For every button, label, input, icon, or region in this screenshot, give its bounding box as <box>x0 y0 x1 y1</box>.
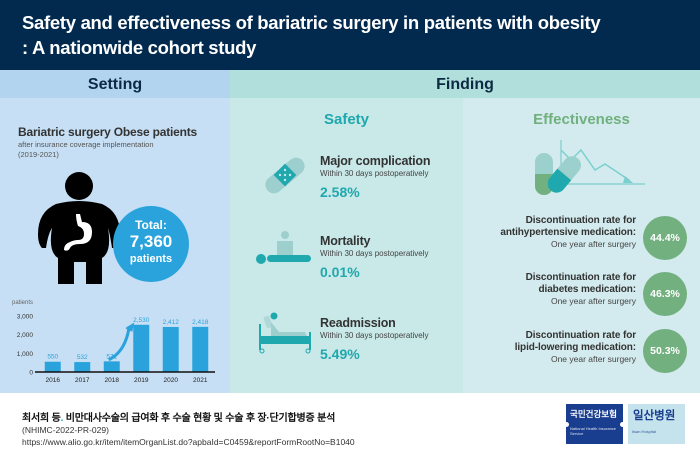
y-tick-label: 0 <box>29 370 33 377</box>
mortality-icon <box>256 231 311 264</box>
effectiveness-item-line1: Discontinuation rate for <box>525 215 636 226</box>
nhis-logo-english: National Health Insurance Service <box>570 426 617 436</box>
bar-value-label: 550 <box>47 354 58 361</box>
safety-item-mortality: Mortality Within 30 days postoperatively… <box>320 234 458 280</box>
logo-notch <box>620 422 625 427</box>
y-tick-label: 2,000 <box>17 332 34 339</box>
total-patients-badge: Total: 7,360 patients <box>113 206 189 282</box>
report-id: (NHIMC-2022-PR-029) <box>22 425 109 435</box>
setting-period: (2019-2021) <box>18 150 59 159</box>
effectiveness-item-diabetes: Discontinuation rate for diabetes medica… <box>468 272 636 307</box>
bar-2019 <box>133 324 150 372</box>
total-unit: patients <box>129 253 173 265</box>
total-label: Total: <box>135 218 167 232</box>
bar-value-label: 532 <box>77 354 88 361</box>
x-tick-label: 2021 <box>193 377 208 383</box>
setting-panel: Bariatric surgery Obese patients after i… <box>0 98 230 393</box>
effectiveness-item-lipid: Discontinuation rate for lipid-lowering … <box>468 330 636 365</box>
hospital-bed-icon <box>259 312 311 354</box>
effectiveness-item-line3: One year after surgery <box>550 296 636 306</box>
effectiveness-item-line1: Discontinuation rate for <box>525 330 636 341</box>
effectiveness-value-badge: 44.4% <box>643 216 687 260</box>
safety-item-major-complication: Major complication Within 30 days postop… <box>320 154 458 200</box>
footer-citation: 최서희 등. 비만대사수술의 급여화 후 수술 현황 및 수술 후 장·단기합병… <box>22 409 552 448</box>
x-tick-label: 2019 <box>134 377 149 383</box>
effectiveness-item-line3: One year after surgery <box>550 239 636 249</box>
safety-item-name: Mortality <box>320 234 371 248</box>
setting-title: Bariatric surgery Obese patients <box>18 125 198 139</box>
safety-panel: Safety Major complication Within 30 days… <box>230 98 463 393</box>
safety-item-readmission: Readmission Within 30 days postoperative… <box>320 316 458 362</box>
patients-bar-chart: patients 0 1,000 2,000 3,000 550 2016 532 2017 57… <box>0 293 230 384</box>
y-axis-label: patients <box>12 300 33 306</box>
effectiveness-panel: Effectiveness Discontinuation rate for a… <box>463 98 700 393</box>
safety-title: Safety <box>323 111 370 128</box>
x-tick-label: 2016 <box>46 377 61 383</box>
bar-2017 <box>74 362 91 372</box>
logo-notch <box>564 422 569 427</box>
effectiveness-item-line2: diabetes medication: <box>538 284 637 295</box>
growth-arrow-head-icon <box>125 322 135 332</box>
effectiveness-item-line3: One year after surgery <box>550 354 636 364</box>
page-title-line2: : A nationwide cohort study <box>22 37 257 58</box>
safety-item-desc: Within 30 days postoperatively <box>320 331 429 340</box>
finding-band: Finding <box>230 70 700 98</box>
obese-person-with-stomach-icon <box>38 172 120 284</box>
setting-band: Setting <box>0 70 230 98</box>
y-tick-label: 3,000 <box>17 314 34 321</box>
bar-2016 <box>44 361 61 372</box>
effectiveness-item-line1: Discontinuation rate for <box>525 272 636 283</box>
effectiveness-item-line2: lipid-lowering medication: <box>514 342 636 353</box>
ilsan-logo-english: Ilsan Hospital <box>632 429 657 434</box>
page-title-line1: Safety and effectiveness of bariatric su… <box>22 12 601 33</box>
safety-item-desc: Within 30 days postoperatively <box>320 249 429 258</box>
effectiveness-title: Effectiveness <box>533 111 630 128</box>
bar-2018 <box>103 361 120 372</box>
effectiveness-value-badge: 50.3% <box>643 329 687 373</box>
safety-item-name: Major complication <box>320 154 431 168</box>
bar-value-label: 2,412 <box>163 319 180 326</box>
effectiveness-item-antihypertensive: Discontinuation rate for antihypertensiv… <box>468 215 636 250</box>
citation-author: 최서희 등 <box>22 413 61 424</box>
ilsan-hospital-logo: 일산병원 Ilsan Hospital <box>628 404 685 444</box>
citation-dot: . <box>60 413 64 424</box>
source-url[interactable]: https://www.alio.go.kr/item/itemOrganLis… <box>22 437 355 447</box>
bar-2020 <box>162 326 179 372</box>
bar-value-label: 2,530 <box>133 317 150 324</box>
bar-chart-svg: patients01,0002,0003,0005502016532201757… <box>12 300 215 384</box>
citation-title: 비만대사수술의 급여화 후 수술 현황 및 수술 후 장·단기합병증 분석 <box>63 413 336 424</box>
x-tick-label: 2017 <box>75 377 90 383</box>
safety-item-value: 5.49% <box>320 346 360 362</box>
citation-line: 최서희 등. 비만대사수술의 급여화 후 수술 현황 및 수술 후 장·단기합병… <box>22 409 552 424</box>
pills-declining-chart-icon <box>535 140 645 195</box>
x-tick-label: 2018 <box>105 377 120 383</box>
bar-value-label: 2,418 <box>192 319 209 326</box>
header: Safety and effectiveness of bariatric su… <box>0 0 700 70</box>
effectiveness-item-line2: antihypertensive medication: <box>500 227 636 238</box>
growth-arrow-icon <box>108 326 131 362</box>
ilsan-logo-korean: 일산병원 <box>633 410 676 422</box>
nhis-logo: 국민건강보험 National Health Insurance Service <box>564 404 625 444</box>
bandage-icon <box>265 157 305 194</box>
total-value: 7,360 <box>129 232 173 251</box>
safety-item-value: 2.58% <box>320 184 360 200</box>
y-tick-label: 1,000 <box>17 351 34 358</box>
x-tick-label: 2020 <box>164 377 179 383</box>
safety-item-desc: Within 30 days postoperatively <box>320 169 429 178</box>
setting-subtitle: after insurance coverage implementation … <box>18 140 224 160</box>
nhis-logo-korean: 국민건강보험 <box>570 409 617 419</box>
safety-item-name: Readmission <box>320 316 396 330</box>
bar-2021 <box>192 326 209 372</box>
setting-subtitle-text: after insurance coverage implementation <box>18 140 154 149</box>
safety-item-value: 0.01% <box>320 264 360 280</box>
effectiveness-value-badge: 46.3% <box>643 272 687 316</box>
